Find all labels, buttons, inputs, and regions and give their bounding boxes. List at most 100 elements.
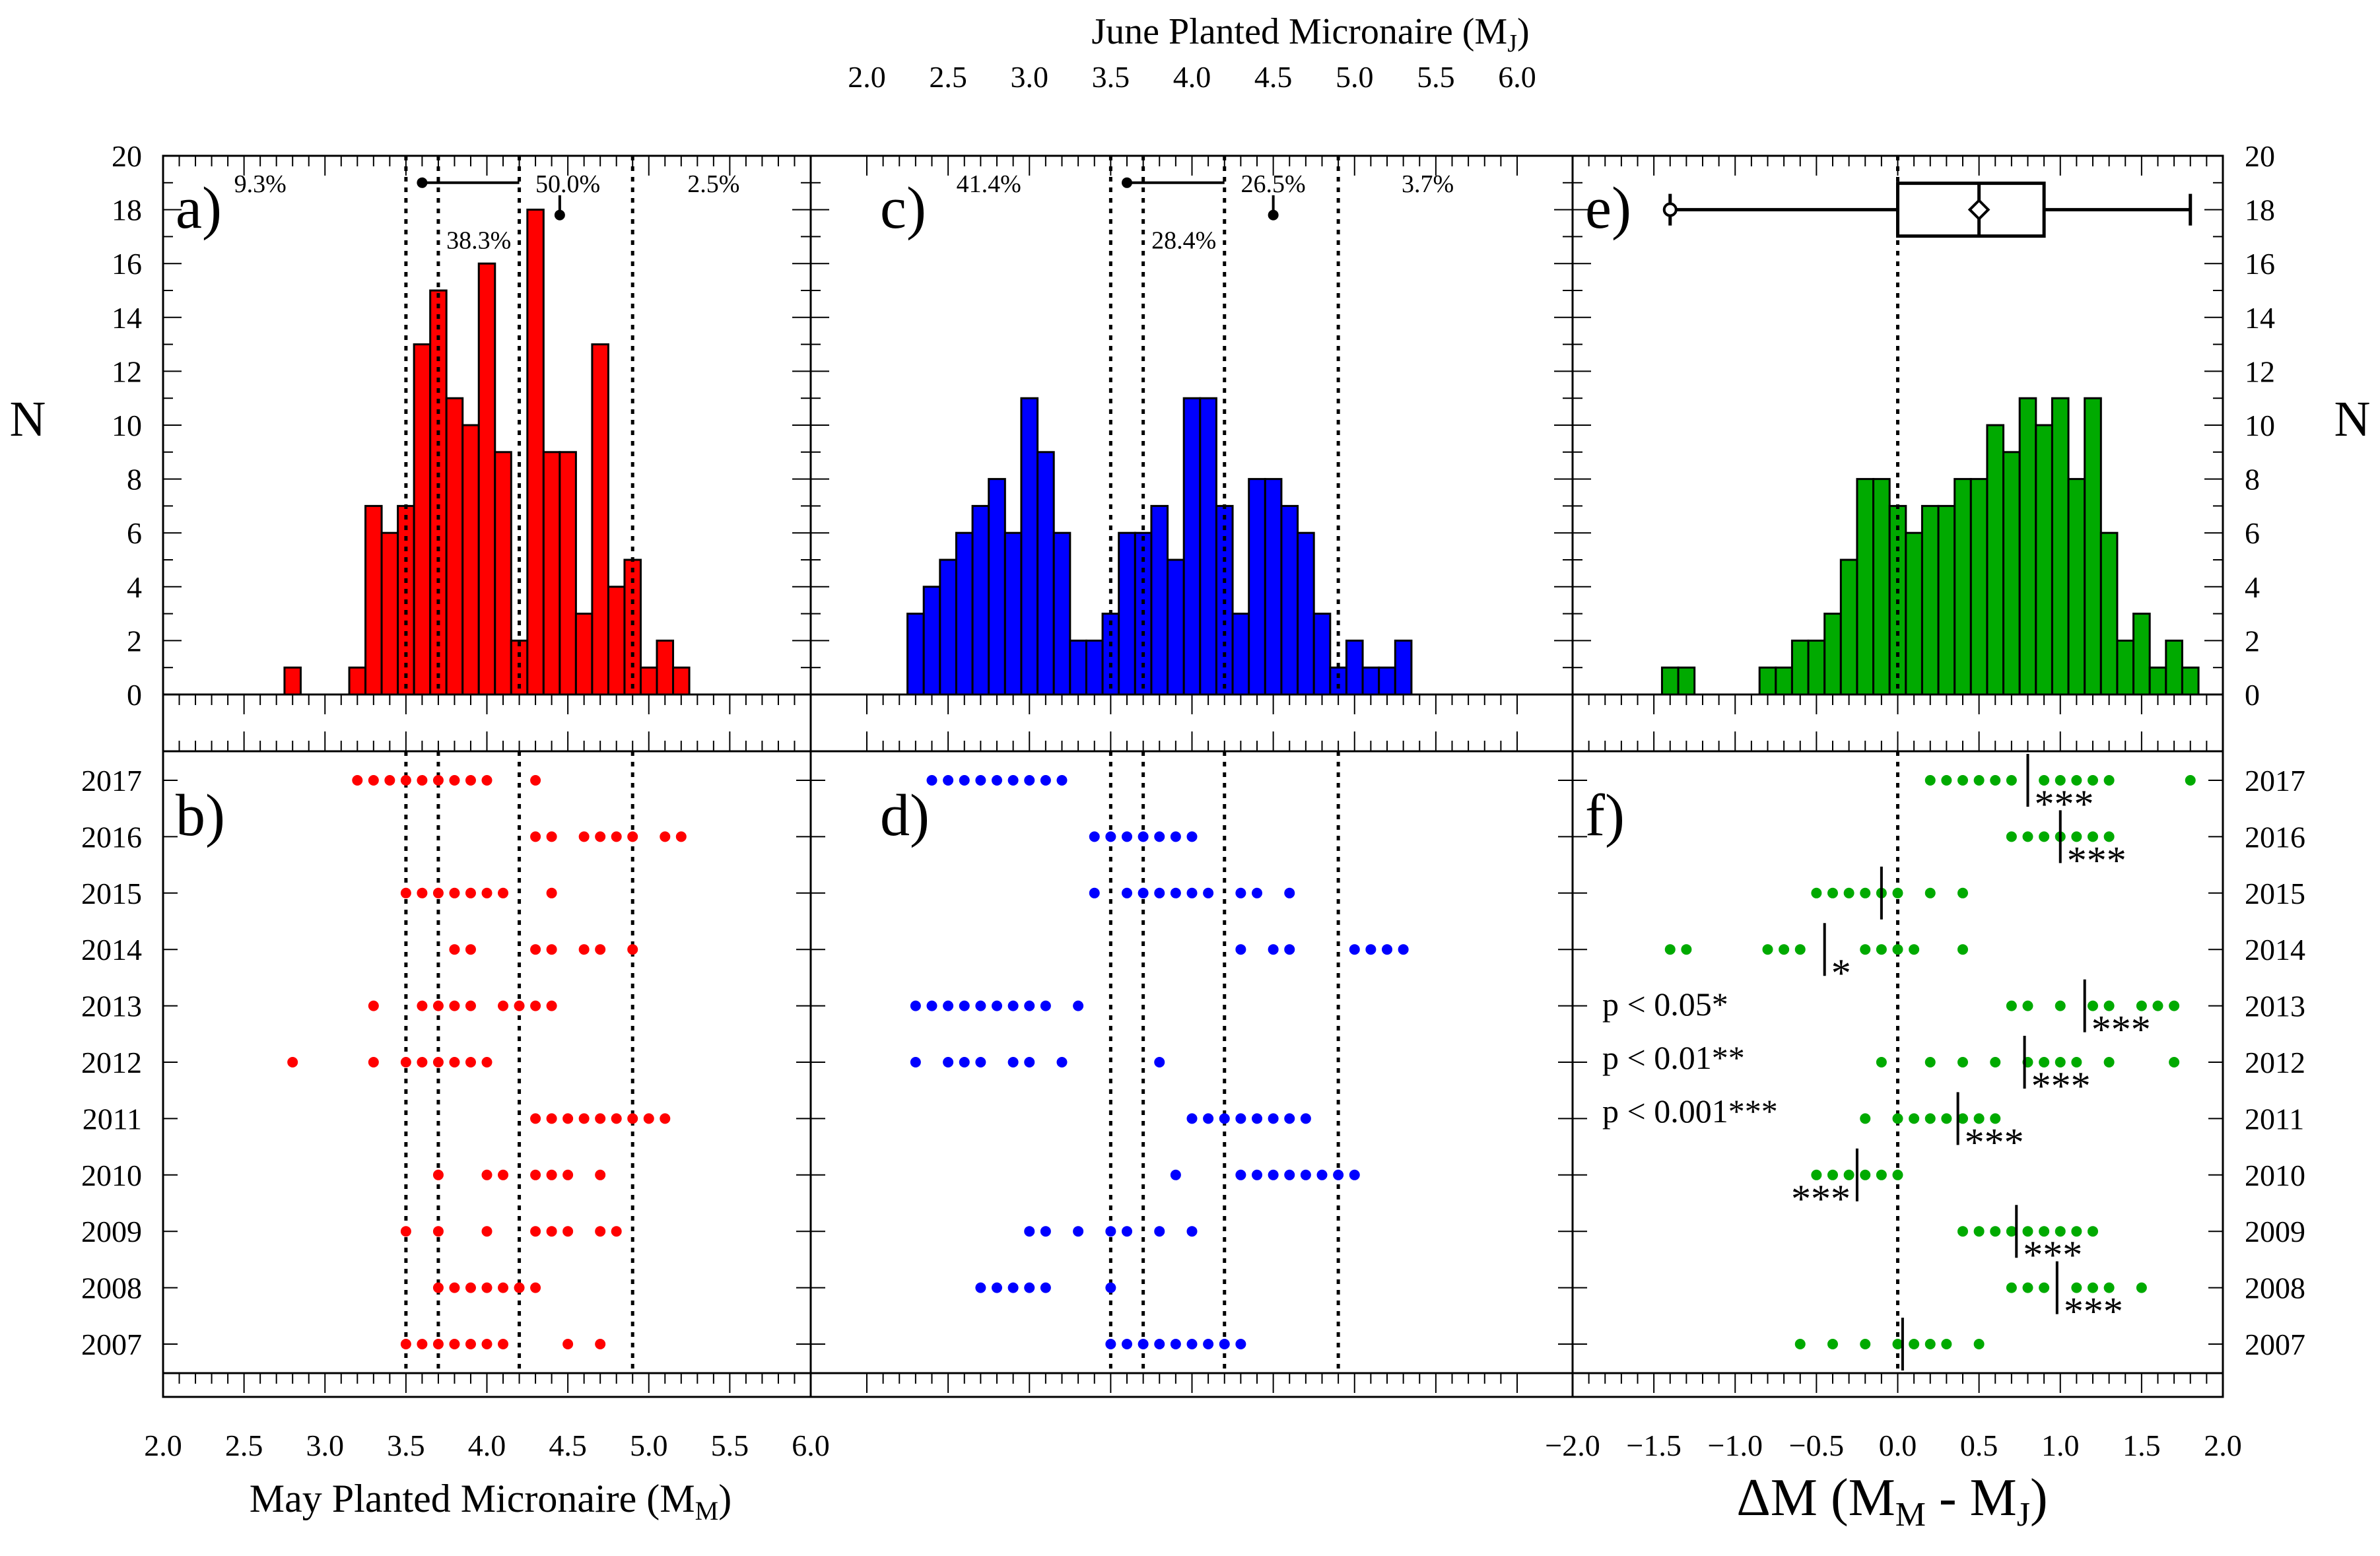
year-dot [975,1000,986,1011]
year-dot [660,1113,671,1124]
year-dot [2169,1057,2180,1067]
year-dot [595,831,606,842]
y-tick-label-left: 12 [112,355,142,388]
y-tick-label-left: 8 [127,463,142,496]
year-dot [1957,1113,1968,1124]
year-dot [1909,944,1920,955]
x-tick-label-june: 2.0 [848,60,886,94]
year-dot [1007,1282,1019,1293]
year-dot [992,1282,1002,1293]
significance-mark: *** [2067,838,2126,882]
year-dot [992,775,1002,786]
hist-bar [1677,666,1696,696]
year-dot [481,775,493,786]
year-dot [1924,1113,1936,1124]
delta-title-mid: - M [1926,1469,2017,1527]
year-dot [1876,1169,1887,1180]
year-dot [1089,887,1100,898]
hist-bar [2165,639,2183,696]
year-dot [1924,887,1936,898]
year-dot [2055,1000,2066,1011]
year-dot [530,1169,541,1180]
x-tick-label-june: 5.0 [1336,60,1374,94]
y-tick-label-right: 6 [2245,516,2260,550]
x-tick-label-may: 5.0 [630,1429,668,1462]
year-dot [959,1000,970,1011]
year-dot [2039,1226,2050,1237]
year-dot [400,887,411,898]
y-tick-label-left: 4 [127,570,142,604]
hist-bar [2099,531,2119,696]
y-tick-label-right: 4 [2245,570,2260,604]
year-dot [1941,1339,1952,1349]
chart-text: 0 0 2 2 4 4 6 6 8 8 10 10 12 12 14 14 16 16 18 18 20 20 2017 20… [81,60,2305,1462]
year-dot [2022,1000,2033,1011]
percent-label: 50.0% [535,170,600,198]
year-dot [2088,1282,2098,1293]
year-dot [627,1113,638,1124]
year-dot [1122,887,1132,898]
hist-bar [1312,613,1332,696]
year-dot [465,887,476,898]
year-dot [384,775,395,786]
year-dot [498,1339,509,1349]
year-dot [400,775,411,786]
x-tick-label-june: 2.5 [929,60,967,94]
year-dot [1105,1282,1116,1293]
bottom-left-axis-title-close: ) [718,1477,731,1520]
hist-bar [1264,478,1283,696]
hist-bar [988,478,1006,696]
x-tick-label-june: 3.0 [1011,60,1049,94]
x-tick-label-june: 4.5 [1254,60,1293,94]
year-dot [1941,1113,1952,1124]
year-dot [2088,1000,2098,1011]
year-dot [514,1282,525,1293]
year-dot [2006,831,2017,842]
year-dot [1300,1169,1311,1180]
year-dot [1957,1226,1968,1237]
year-dot [1105,1226,1116,1237]
year-dot [595,944,606,955]
panel-label: a) [176,176,222,241]
hist-bar [1839,558,1858,696]
year-dot [481,1226,493,1237]
y-tick-label-left: 6 [127,516,142,550]
year-dot [1909,1339,1920,1349]
year-dot [627,944,638,955]
year-label-right: 2012 [2245,1046,2305,1079]
chart-marks [283,156,2200,1373]
year-dot [2169,1000,2180,1011]
year-label-left: 2007 [81,1328,142,1361]
hist-bar [2116,639,2135,696]
year-dot [481,1339,493,1349]
year-dot [562,1226,574,1237]
boxplot-mean-diamond [1967,198,1990,221]
year-dot [1268,1169,1279,1180]
year-dot [578,1113,590,1124]
hist-bar [1954,478,1972,696]
year-dot [2136,1282,2147,1293]
year-dot [417,887,428,898]
year-label-left: 2015 [81,877,142,910]
year-dot [595,1339,606,1349]
x-tick-label-may: 4.5 [549,1429,587,1462]
hist-bar [283,666,302,696]
year-dot [1073,1226,1084,1237]
year-dot [1398,944,1409,955]
year-dot [465,775,476,786]
x-tick-label-delta: 0.0 [1879,1429,1917,1462]
y-tick-label-right: 18 [2245,193,2275,227]
year-dot [2039,775,2050,786]
pin-dot [554,209,565,220]
year-label-left: 2010 [81,1159,142,1192]
year-dot [1186,831,1198,842]
year-dot [2071,1226,2082,1237]
year-label-left: 2014 [81,933,142,966]
year-dot [530,1226,541,1237]
x-tick-label-delta: 0.5 [1960,1429,1998,1462]
year-dot [417,1000,428,1011]
hist-bar [1052,531,1071,696]
hist-bar [2018,397,2037,696]
year-dot [2136,1000,2147,1011]
x-tick-label-may: 5.5 [711,1429,749,1462]
